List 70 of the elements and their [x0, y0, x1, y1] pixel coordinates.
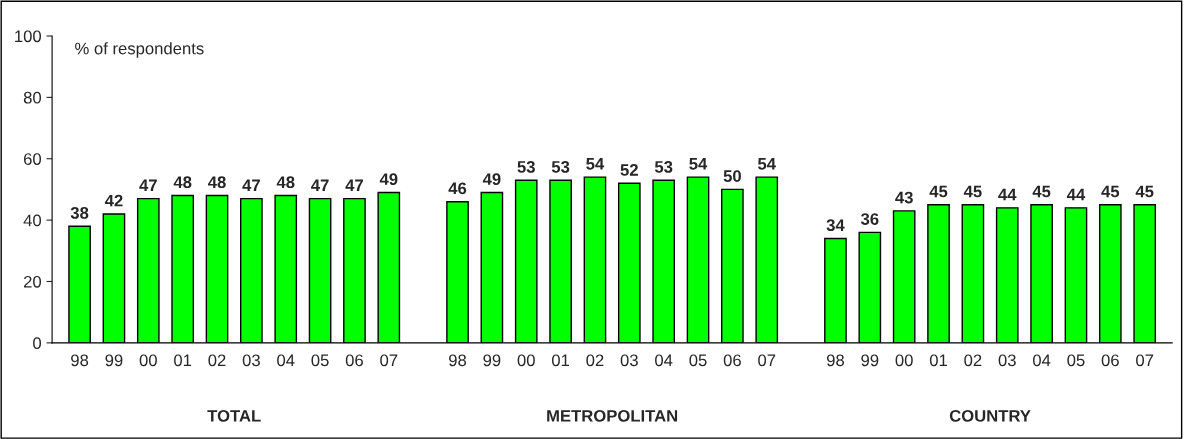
data-label: 48: [208, 176, 226, 189]
x-tick-label: 04: [277, 354, 295, 367]
data-label: 53: [654, 160, 673, 173]
x-tick-label: 00: [139, 354, 157, 367]
x-tick-label: 07: [1136, 354, 1154, 367]
y-tick-label: 0: [33, 337, 42, 350]
data-label: 45: [929, 185, 948, 198]
data-label: 49: [379, 173, 398, 186]
data-label: 45: [1032, 185, 1051, 198]
x-tick-label: 06: [1101, 354, 1119, 367]
data-label: 50: [723, 170, 741, 182]
x-tick-label: 98: [826, 354, 844, 367]
x-tick-label: 07: [380, 354, 398, 367]
y-tick-label: 60: [23, 153, 42, 165]
data-label: 48: [276, 176, 295, 189]
x-tick-label: 05: [1067, 354, 1085, 367]
x-tick-label: 04: [655, 354, 673, 367]
text: TOTAL: [207, 409, 261, 422]
y-tick-label: 40: [23, 214, 42, 227]
x-tick-label: 04: [1032, 354, 1051, 367]
x-tick-label: 05: [689, 354, 707, 367]
data-label: 45: [1101, 185, 1120, 198]
x-tick-label: 99: [105, 354, 123, 367]
data-label: 49: [482, 173, 501, 186]
x-tick-label: 05: [311, 354, 329, 367]
data-label: 54: [586, 158, 605, 170]
data-label: 42: [104, 194, 123, 207]
x-tick-label: 06: [345, 354, 363, 367]
x-tick-label: 01: [929, 354, 947, 367]
data-label: 54: [689, 158, 708, 170]
x-tick-label: 03: [242, 354, 260, 367]
data-label: 47: [345, 179, 363, 192]
data-label: 45: [1135, 185, 1154, 198]
x-tick-label: 02: [964, 354, 982, 367]
y-tick-label: 80: [23, 91, 42, 104]
x-tick-label: 01: [551, 354, 570, 367]
x-tick-label: 02: [208, 354, 226, 367]
data-label: 36: [860, 213, 879, 225]
data-label: 45: [963, 185, 982, 198]
x-tick-label: 03: [998, 354, 1016, 367]
data-label: 48: [173, 176, 192, 189]
x-tick-label: 99: [861, 354, 879, 367]
x-tick-label: 99: [483, 354, 501, 367]
data-label: 53: [517, 160, 535, 173]
data-label: 34: [826, 219, 845, 232]
data-label: 44: [1066, 188, 1086, 201]
data-label: 52: [620, 164, 638, 176]
data-label: 46: [448, 182, 467, 195]
x-tick-label: 00: [517, 354, 535, 367]
text: COUNTRY: [949, 409, 1031, 422]
data-label: 54: [757, 158, 776, 170]
x-tick-label: 06: [723, 354, 741, 367]
x-tick-label: 03: [620, 354, 638, 367]
y-tick-label: 100: [15, 30, 42, 43]
x-tick-label: 02: [586, 354, 604, 367]
x-tick-label: 98: [449, 354, 467, 367]
data-label: 38: [70, 206, 89, 219]
data-label: 47: [242, 179, 260, 192]
data-label: 47: [139, 179, 157, 192]
data-label: 53: [551, 160, 570, 173]
x-tick-label: 98: [71, 354, 89, 367]
y-axis-title: % of respondents: [75, 42, 204, 58]
data-label: 47: [311, 179, 329, 192]
data-label: 43: [895, 191, 913, 204]
data-label: 44: [998, 188, 1017, 201]
text: METROPOLITAN: [547, 409, 678, 422]
x-tick-label: 01: [174, 354, 192, 367]
x-tick-label: 00: [895, 354, 913, 367]
y-tick-label: 20: [23, 275, 42, 288]
x-tick-label: 07: [758, 354, 776, 367]
